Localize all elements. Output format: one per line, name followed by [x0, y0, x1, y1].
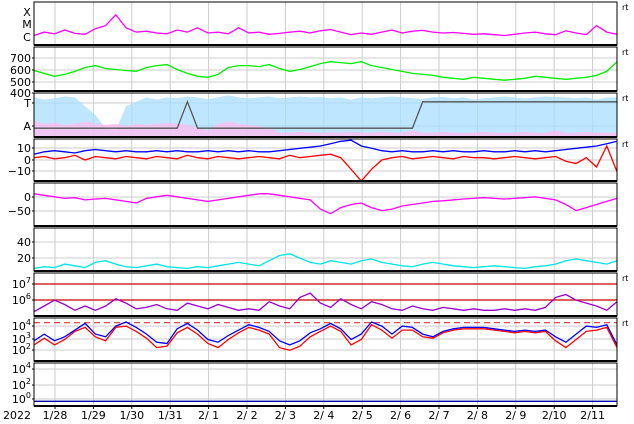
- year-label: 2022: [3, 409, 31, 422]
- xtick-label: 2/ 2: [236, 409, 257, 422]
- ytick-label: 40: [17, 236, 31, 249]
- series-line-0: [33, 139, 618, 155]
- xtick-label: 2/ 4: [313, 409, 334, 422]
- series-line-0: [33, 193, 618, 215]
- ytick-label: 700: [10, 52, 31, 65]
- xtick-label: 1/30: [119, 409, 144, 422]
- corner-label: rt: [622, 48, 628, 57]
- xtick-label: 1/31: [158, 409, 183, 422]
- ytick-label: 500: [10, 76, 31, 89]
- ytick-label: A: [23, 120, 31, 133]
- xtick-label: 2/ 3: [275, 409, 296, 422]
- corner-label: rt: [622, 94, 628, 103]
- ytick-label: 104: [12, 318, 31, 333]
- ytick-label: 106: [12, 292, 31, 307]
- xtick-label: 2/ 9: [505, 409, 526, 422]
- xtick-label: 2/ 1: [198, 409, 219, 422]
- ytick-label: 103: [12, 331, 31, 346]
- xtick-label: 2/ 5: [352, 409, 373, 422]
- corner-label: rt: [622, 140, 628, 149]
- ytick-label: 600: [10, 64, 31, 77]
- series-line-0: [33, 253, 618, 270]
- series-line-1: [33, 144, 618, 182]
- panel-frame-ae: [33, 227, 618, 272]
- corner-label: rt: [622, 319, 628, 328]
- ytick-label: −50: [8, 205, 31, 218]
- xtick-label: 2/11: [580, 409, 605, 422]
- series-line-0: [33, 13, 618, 37]
- corner-label: rt: [622, 3, 628, 12]
- ylabel-letter: X: [23, 6, 31, 19]
- panel-frame-dst: [33, 182, 618, 227]
- ytick-label: T: [23, 97, 31, 110]
- series-layer: [33, 13, 618, 402]
- series-line-0: [33, 61, 618, 81]
- ytick-label: 104: [12, 361, 31, 376]
- ytick-label: −10: [8, 165, 31, 178]
- ytick-label: 0: [24, 154, 31, 167]
- series-line-0: [33, 321, 618, 346]
- xtick-label: 2/ 8: [467, 409, 488, 422]
- ytick-label: 107: [12, 276, 31, 291]
- ylabel-letter: C: [23, 31, 31, 44]
- xtick-label: 1/28: [43, 409, 68, 422]
- panel-frame-speed: [33, 46, 618, 92]
- series-area-1: [34, 121, 617, 137]
- series-line-0: [33, 292, 618, 313]
- ytick-label: 102: [12, 377, 31, 392]
- ytick-label: 100: [12, 391, 31, 406]
- xtick-label: 1/29: [81, 409, 106, 422]
- xtick-label: 2/ 7: [428, 409, 449, 422]
- labels-layer: XMCrt700600500400rtTArt100−10rt0−5040201…: [3, 3, 628, 422]
- ytick-label: 20: [17, 252, 31, 265]
- series-line-2: [34, 99, 617, 129]
- series-line-1: [33, 323, 618, 351]
- xtick-label: 2/ 6: [390, 409, 411, 422]
- xtick-label: 2/10: [542, 409, 567, 422]
- ytick-label: 0: [24, 191, 31, 204]
- ytick-label: 400: [10, 87, 31, 100]
- panel-frame-xmc: [33, 1, 618, 46]
- ytick-label: 10: [17, 142, 31, 155]
- ytick-label: 102: [12, 342, 31, 357]
- ylabel-letter: M: [22, 18, 32, 31]
- corner-label: rt: [622, 274, 628, 283]
- panel-frames-layer: [33, 1, 618, 407]
